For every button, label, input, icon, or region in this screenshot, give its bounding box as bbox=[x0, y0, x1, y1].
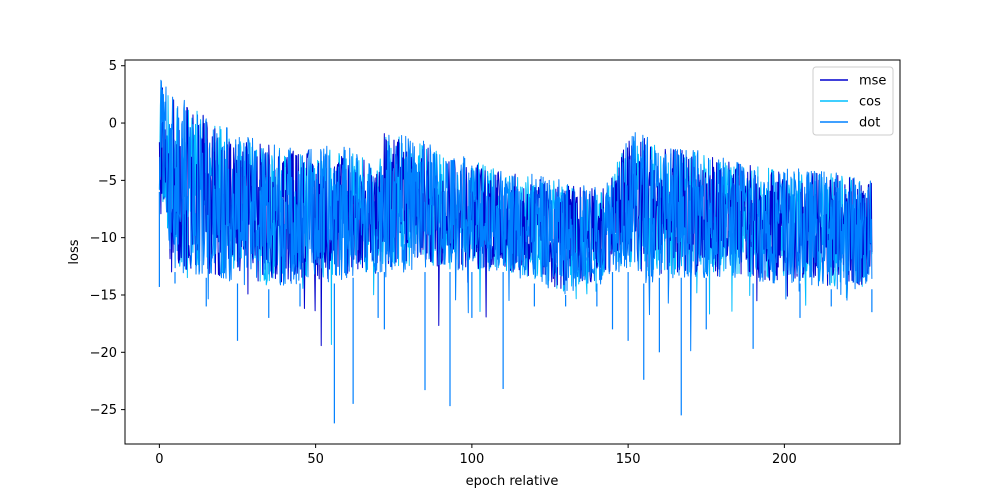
legend-box bbox=[812, 66, 894, 136]
x-tick-label: 50 bbox=[307, 452, 324, 467]
y-axis: 5 0 −5 −10 −15 −20 −25 bbox=[90, 59, 125, 418]
y-tick-label: −15 bbox=[90, 288, 117, 303]
y-tick-label: 0 bbox=[109, 117, 117, 132]
x-axis-label: epoch relative bbox=[466, 474, 559, 489]
legend-label-dot: dot bbox=[859, 116, 880, 131]
y-tick-label: −25 bbox=[90, 403, 117, 418]
x-tick-label: 150 bbox=[616, 452, 641, 467]
x-tick-label: 0 bbox=[155, 452, 163, 467]
legend-label-cos: cos bbox=[859, 95, 881, 110]
x-axis: 0 50 100 150 200 bbox=[155, 444, 797, 467]
x-tick-label: 100 bbox=[459, 452, 484, 467]
y-axis-label: loss bbox=[67, 239, 82, 264]
legend-label-mse: mse bbox=[859, 74, 886, 89]
y-tick-label: −20 bbox=[90, 346, 117, 361]
series-line-dot bbox=[158, 79, 873, 352]
x-tick-label: 200 bbox=[772, 452, 797, 467]
y-tick-label: −10 bbox=[90, 231, 117, 246]
y-tick-label: −5 bbox=[98, 174, 117, 189]
series-layer bbox=[158, 79, 873, 424]
legend: mse cos dot bbox=[812, 66, 894, 136]
plot-frame bbox=[124, 59, 901, 445]
y-tick-label: 5 bbox=[109, 59, 117, 74]
